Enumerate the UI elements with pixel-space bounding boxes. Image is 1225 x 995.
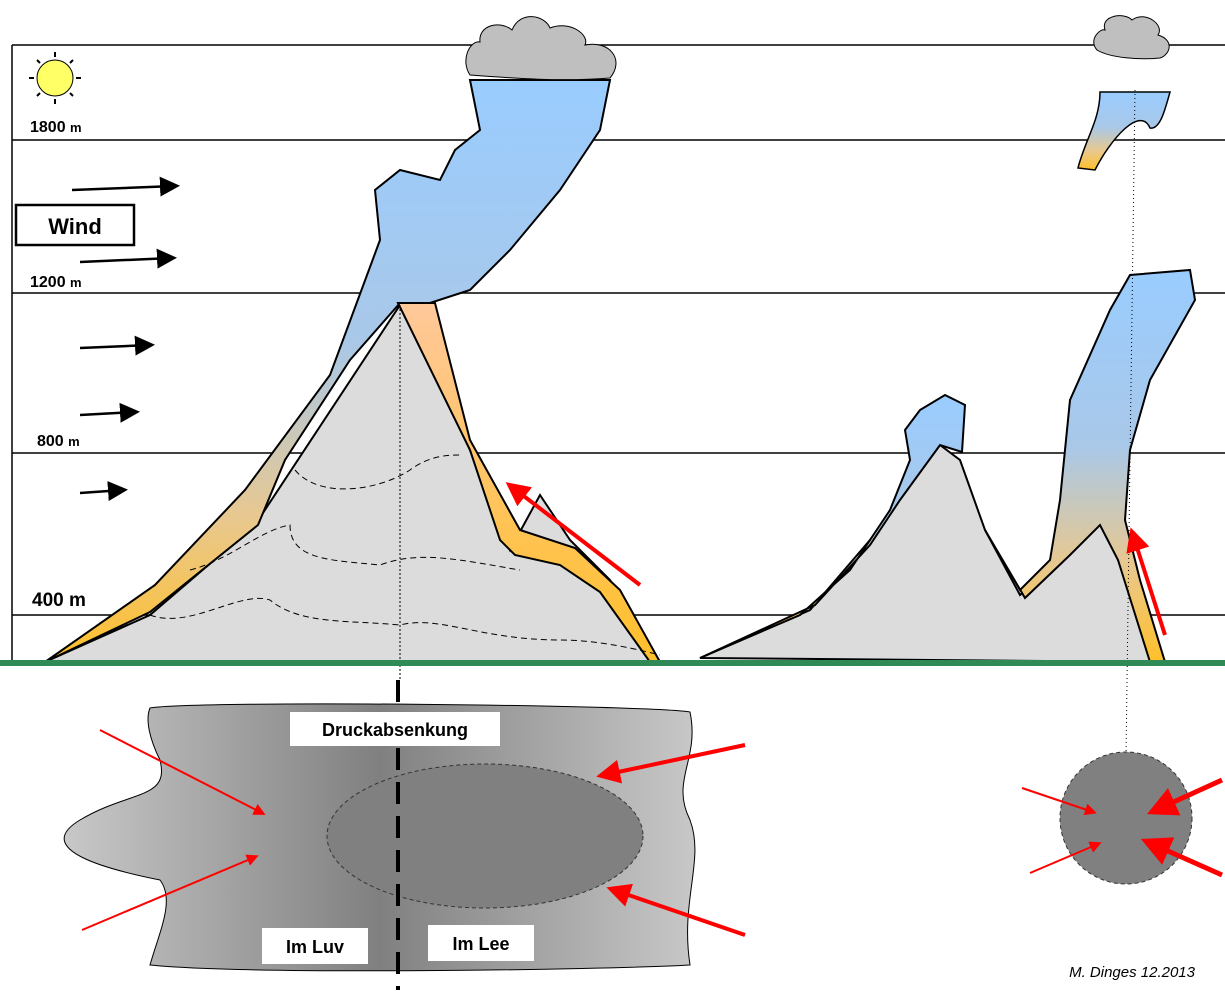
label-box — [290, 712, 500, 746]
altitude-unit: m — [70, 275, 82, 290]
altitude-label: 800 m — [37, 433, 80, 450]
altitude-label: 400 m — [32, 590, 86, 611]
wind-label: Wind — [48, 214, 102, 239]
label-box — [262, 928, 368, 964]
low-pressure — [1059, 751, 1193, 885]
low-pressure — [326, 763, 644, 909]
altitude-labels: 1800 m 1200 m 800 m 400 m — [30, 119, 86, 611]
updraft-arrows — [505, 482, 1167, 636]
altitude-unit: m — [70, 120, 82, 135]
inflow-arrows — [81, 729, 746, 937]
altitude-number: 800 — [37, 433, 64, 450]
luv-label: Im Luv — [286, 937, 344, 957]
altitude-number: 400 — [32, 590, 64, 611]
credit: M. Dinges 12.2013 — [1069, 964, 1196, 981]
cloud-column — [44, 79, 612, 663]
cloud-cap — [1093, 15, 1170, 60]
altitude-unit: m — [69, 590, 86, 611]
cloud-cap — [465, 16, 617, 81]
wind-arrows — [71, 176, 180, 502]
sun — [29, 52, 81, 104]
cloud-column — [1077, 91, 1171, 171]
ground — [0, 660, 1225, 666]
axis-line — [1124, 89, 1136, 831]
altitude-number: 1800 — [30, 119, 66, 136]
pressure-drop-label: Druckabsenkung — [322, 720, 468, 740]
lee-label: Im Lee — [452, 934, 509, 954]
altitude-unit: m — [68, 434, 80, 449]
altitude-label: 1800 m — [30, 119, 82, 136]
cloud-column — [984, 268, 1197, 663]
inflow-arrows — [1021, 777, 1224, 878]
wind-box — [14, 203, 136, 247]
altitude-number: 1200 — [30, 274, 66, 291]
cloud-column — [699, 393, 967, 659]
label-box — [428, 925, 534, 961]
altitude-label: 1200 m — [30, 274, 82, 291]
